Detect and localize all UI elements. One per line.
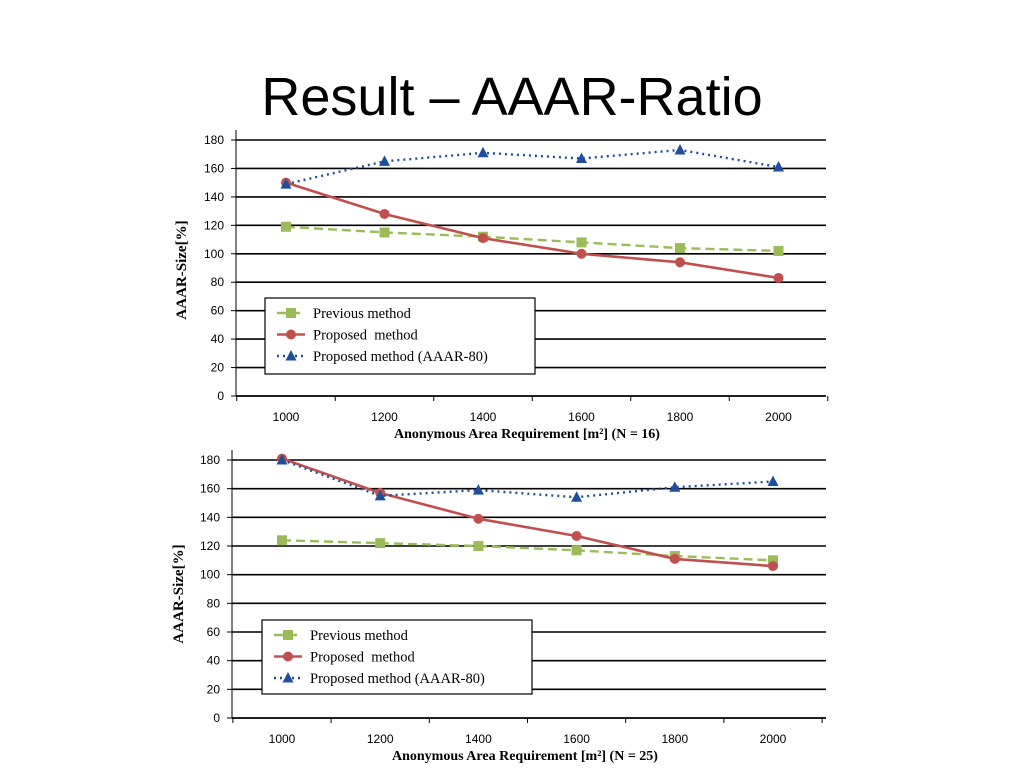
- data-point-triangle: [374, 489, 386, 501]
- data-point-circle: [773, 272, 784, 283]
- y-tick-label: 120: [200, 539, 220, 553]
- y-tick-label: 140: [204, 190, 224, 204]
- y-tick-label: 0: [213, 711, 220, 725]
- x-tick-label: 1000: [269, 732, 296, 746]
- x-tick-label: 1400: [470, 410, 497, 424]
- y-tick-label: 60: [211, 304, 225, 318]
- data-point-triangle: [767, 475, 779, 486]
- legend-swatch-marker: [283, 651, 293, 662]
- slide-title: Result – AAAR-Ratio: [261, 67, 763, 127]
- data-point-triangle: [571, 491, 583, 502]
- x-tick-label: 1600: [568, 410, 595, 424]
- data-point-square: [571, 545, 582, 556]
- x-tick-label: 1200: [371, 410, 398, 424]
- y-tick-label: 160: [204, 161, 224, 175]
- x-tick-label: 1600: [563, 732, 590, 746]
- series-line-triangle: [285, 148, 779, 186]
- data-point-circle: [675, 257, 685, 268]
- data-point-triangle: [379, 155, 390, 166]
- series-line-square: [285, 225, 779, 253]
- data-point-square: [675, 243, 685, 254]
- legend-box: [264, 297, 536, 375]
- data-point-circle: [576, 248, 587, 259]
- data-point-square: [375, 538, 386, 549]
- y-tick-label: 60: [207, 625, 221, 639]
- y-tick-label: 80: [207, 596, 221, 610]
- legend-box: [261, 619, 533, 695]
- legend-swatch-marker: [282, 672, 294, 683]
- x-tick-label: 1200: [367, 732, 394, 746]
- y-tick-label: 0: [217, 389, 224, 403]
- y-tick-label: 40: [211, 332, 225, 346]
- data-point-circle: [571, 530, 582, 541]
- data-point-triangle: [477, 146, 489, 158]
- legend-label: Proposed method: [310, 650, 415, 666]
- data-point-square: [473, 541, 484, 551]
- data-point-square: [768, 555, 778, 566]
- y-tick-label: 80: [211, 275, 225, 289]
- legend-swatch-marker: [286, 308, 296, 318]
- y-tick-label: 140: [200, 510, 220, 524]
- data-point-circle: [379, 208, 390, 219]
- data-point-triangle: [674, 143, 686, 155]
- data-point-square: [773, 245, 784, 256]
- chart-n16: 0 20 40 60 80 100 120 140 160 180 1000 1200 1400 1600…: [174, 130, 829, 442]
- data-point-square: [281, 221, 291, 232]
- x-axis-label: Anonymous Area Requirement [m²] (N = 16): [394, 427, 660, 442]
- data-point-triangle: [280, 178, 292, 189]
- legend-label: Previous method: [313, 306, 412, 322]
- data-point-triangle: [276, 454, 288, 465]
- x-tick-label: 2000: [765, 410, 792, 424]
- series-line-square: [281, 539, 774, 562]
- data-point-circle: [768, 561, 778, 572]
- x-tick-label: 2000: [760, 732, 787, 746]
- legend-label: Proposed method: [313, 328, 418, 344]
- y-tick-label: 180: [200, 453, 220, 467]
- y-tick-label: 120: [204, 218, 224, 232]
- data-point-triangle: [472, 484, 484, 495]
- y-tick-label: 160: [200, 482, 220, 496]
- data-point-square: [576, 237, 587, 248]
- legend-swatch-marker: [286, 329, 296, 340]
- y-tick-label: 20: [211, 361, 225, 375]
- y-tick-label: 100: [204, 247, 224, 261]
- x-tick-label: 1000: [273, 410, 300, 424]
- y-axis-label: AAAR-Size[%]: [171, 544, 187, 643]
- y-tick-label: 40: [207, 654, 221, 668]
- series-line-circle: [285, 181, 779, 280]
- y-tick-label: 100: [200, 568, 220, 582]
- x-tick-label: 1800: [667, 410, 694, 424]
- data-point-square: [277, 535, 287, 546]
- data-point-triangle: [773, 161, 784, 172]
- legend-swatch-marker: [285, 350, 297, 361]
- y-tick-label: 20: [207, 682, 221, 696]
- x-axis-label: Anonymous Area Requirement [m²] (N = 25): [392, 749, 658, 764]
- legend-label: Previous method: [310, 628, 409, 644]
- legend-label: Proposed method (AAAR-80): [313, 349, 488, 365]
- data-point-square: [379, 227, 390, 238]
- y-axis-label: AAAR-Size[%]: [174, 220, 190, 319]
- y-tick-label: 180: [204, 133, 224, 147]
- data-point-triangle: [669, 481, 681, 492]
- x-tick-label: 1800: [661, 732, 688, 746]
- legend-swatch-marker: [283, 630, 293, 640]
- series-line-triangle: [281, 458, 774, 499]
- series-line-circle: [281, 457, 774, 568]
- data-point-triangle: [576, 152, 587, 163]
- legend-label: Proposed method (AAAR-80): [310, 671, 485, 687]
- data-point-circle: [669, 553, 680, 564]
- data-point-circle: [478, 233, 488, 244]
- data-point-circle: [473, 513, 484, 524]
- x-tick-label: 1400: [465, 732, 492, 746]
